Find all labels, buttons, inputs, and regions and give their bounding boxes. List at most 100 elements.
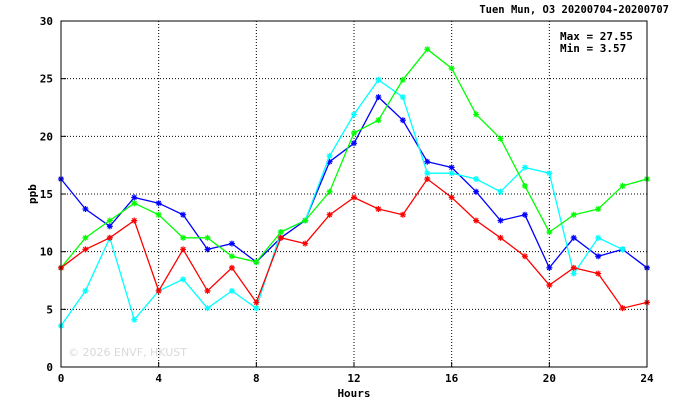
x-tick-label: 16 [445,372,459,385]
x-tick-label: 0 [58,372,65,385]
data-point [521,211,528,218]
data-point [595,234,602,241]
x-tick-label: 20 [543,372,556,385]
max-stat: Max = 27.55 [560,30,633,43]
data-point [399,211,406,218]
data-point [253,299,260,306]
data-point [351,129,357,136]
series-group [58,46,650,329]
data-point [375,117,382,124]
y-tick-label: 30 [40,15,53,28]
data-point [204,246,211,253]
data-point [82,205,89,212]
data-point [253,305,260,312]
data-point [497,234,504,241]
data-point [351,140,357,147]
data-point [424,158,431,165]
series-2 [58,76,626,329]
data-point [521,182,528,189]
data-point [253,259,260,266]
series-3 [58,46,650,271]
data-point [399,76,406,83]
y-axis-title: ppb [26,184,39,204]
data-point [155,200,162,207]
watermark: © 2026 ENVF, HKUST [68,346,187,359]
data-point [497,135,504,142]
data-point [497,217,504,224]
data-point [570,264,577,271]
data-point [326,188,333,195]
data-point [375,205,382,212]
data-point [546,264,553,271]
data-point [424,176,431,183]
data-point [228,253,235,260]
y-tick-label: 25 [40,73,53,86]
data-point [204,234,211,241]
data-point [570,234,577,241]
grid-lines [60,20,648,368]
y-tick-label: 20 [40,130,53,143]
data-point [595,253,602,260]
data-point [82,246,89,253]
data-point [521,253,528,260]
y-tick-label: 0 [46,361,53,374]
data-point [326,211,333,218]
data-point [570,270,577,277]
data-point [473,111,480,118]
data-point [180,211,187,218]
data-point [473,188,480,195]
y-tick-label: 10 [40,246,53,259]
data-point [570,211,577,218]
data-point [619,305,626,312]
data-point [473,217,480,224]
data-point [204,305,211,312]
data-point [375,94,382,101]
series-line [60,78,623,327]
data-point [595,270,602,277]
plot-frame [60,20,648,368]
x-tick-label: 4 [155,372,162,385]
data-point [595,205,602,212]
min-stat: Min = 3.57 [560,42,626,55]
data-point [619,182,626,189]
x-tick-labels: 0 4 8 12 16 20 24 [58,372,654,385]
x-tick-label: 12 [347,372,360,385]
data-point [351,111,357,118]
y-tick-label: 15 [40,188,53,201]
data-point [82,234,89,241]
data-point [228,264,235,271]
data-point [228,240,235,247]
data-point [228,287,235,294]
data-point [424,46,431,53]
data-point [131,200,138,207]
y-tick-label: 5 [46,303,53,316]
data-point [155,211,162,218]
data-point [546,282,553,289]
data-point [106,223,113,230]
data-point [546,229,553,236]
data-point [351,194,357,201]
x-axis-title: Hours [337,387,370,400]
data-point [106,234,113,241]
data-point [448,170,455,177]
data-point [277,229,284,236]
data-point [546,170,553,177]
data-point [180,234,187,241]
data-point [448,194,455,201]
data-point [131,217,138,224]
data-point [424,170,431,177]
x-tick-label: 24 [640,372,654,385]
data-point [131,316,138,323]
data-point [521,164,528,171]
data-point [82,287,89,294]
data-point [131,194,138,201]
data-point [277,234,284,241]
data-point [375,76,382,83]
data-point [399,117,406,124]
y-tick-labels: 0 5 10 15 20 25 30 [40,15,53,374]
data-point [204,287,211,294]
series-line [60,96,648,270]
data-point [619,246,626,253]
x-tick-label: 8 [253,372,260,385]
